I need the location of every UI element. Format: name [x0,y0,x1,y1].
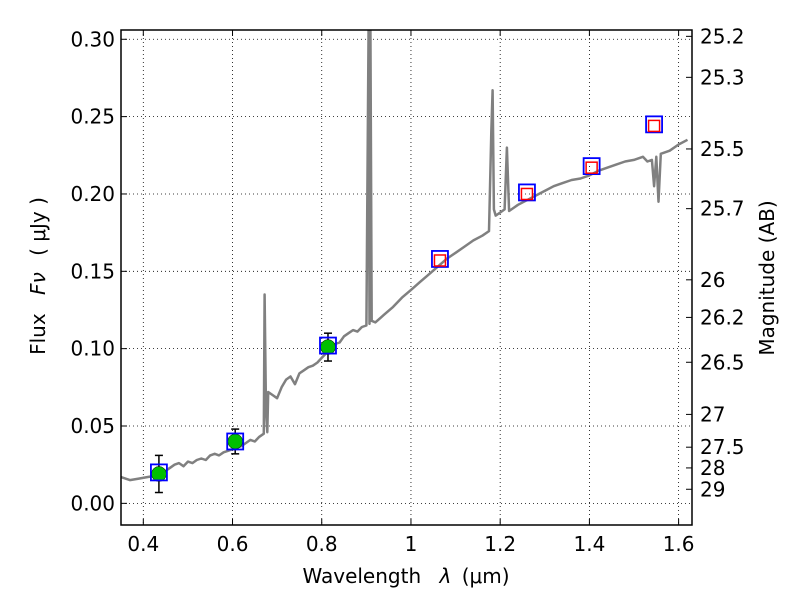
photometry-point [151,466,167,482]
magnitude-tick-label: 27.5 [700,435,745,459]
x-axis-label: Wavelength λ (μm) [302,564,509,588]
x-tick-label: 1.4 [573,532,605,556]
x-tick-label: 0.4 [127,532,159,556]
y-tick-label: 0.20 [70,182,115,206]
data-series [121,30,689,494]
magnitude-tick-label: 25.3 [700,65,745,89]
model-flux-marker [319,336,337,355]
magnitude-tick-label: 25.7 [700,197,745,221]
magnitude-tick-label: 27 [700,402,725,426]
upper-limit-marker [520,187,534,201]
x-tick-label: 0.8 [306,532,338,556]
axis-ticks: 0.4 0.6 0.8 1 1.2 1.4 1.6 0.00 0.05 0.10 0.15 0.20 0… [70,24,744,556]
upper-limit-marker [585,161,598,174]
y-tick-label: 0.10 [70,337,115,361]
magnitude-tick-label: 26 [700,268,725,292]
model-flux-marker [150,463,168,482]
model-flux-marker [645,115,663,134]
x-tick-label: 1.2 [484,532,516,556]
upper-limit-marker [647,119,661,133]
x-tick-label: 1 [405,532,418,556]
y-axis-label: Flux Fν ( μJy ) [26,197,50,355]
model-flux-marker [226,432,245,451]
magnitude-tick-label: 26.5 [700,350,745,374]
magnitude-axis-label: Magnitude (AB) [755,200,779,355]
magnitude-tick-label: 26.2 [700,305,745,329]
y-tick-label: 0.15 [70,259,115,283]
grid-lines [121,30,692,525]
photometry-point [227,433,243,450]
upper-limit-marker [433,254,447,267]
model-flux-marker [582,157,601,176]
magnitude-tick-label: 25.5 [700,137,745,161]
photometry-point [320,339,336,355]
x-tick-label: 1.6 [663,532,695,556]
model-flux-marker [518,183,536,202]
magnitude-tick-label: 29 [700,477,725,501]
y-tick-label: 0.05 [70,414,115,438]
spectrum-line [121,30,689,482]
magnitude-tick-label: 28 [700,456,725,480]
y-tick-label: 0.00 [70,491,115,515]
y-tick-label: 0.30 [70,27,115,51]
magnitude-tick-label: 25.2 [700,24,745,48]
x-tick-label: 0.6 [217,532,249,556]
y-tick-label: 0.25 [70,105,115,129]
model-flux-marker [431,250,449,268]
plot-area-frame [120,29,693,526]
